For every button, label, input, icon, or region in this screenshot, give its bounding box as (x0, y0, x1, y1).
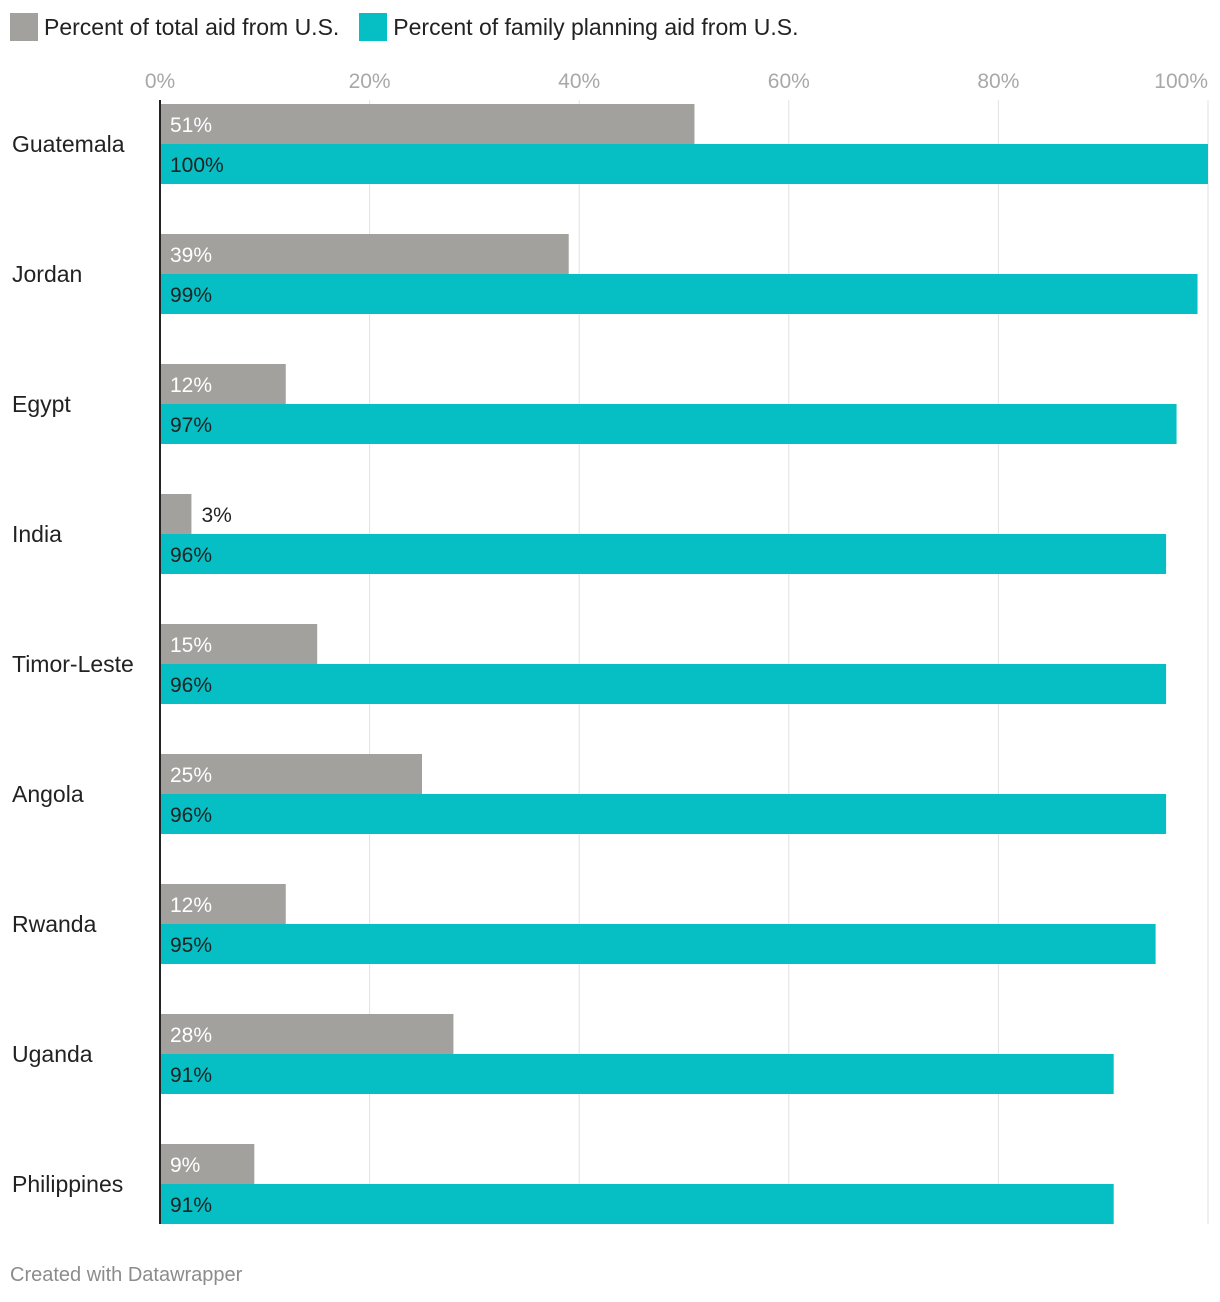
data-label: 28% (170, 1024, 212, 1047)
bar-total-aid (160, 104, 695, 144)
chart-legend: Percent of total aid from U.S. Percent o… (10, 12, 819, 42)
x-tick-label: 20% (349, 70, 391, 93)
category-label: Philippines (12, 1171, 123, 1197)
bar-total-aid (160, 234, 569, 274)
x-tick-label: 0% (145, 70, 175, 93)
bar-total-aid (160, 364, 286, 404)
footer-credit: Created with Datawrapper (10, 1264, 243, 1286)
x-tick-label: 100% (1154, 70, 1208, 93)
x-tick-label: 40% (558, 70, 600, 93)
bar-family-planning-aid (160, 664, 1167, 704)
data-label: 96% (170, 674, 212, 697)
bar-chart: 0% 20% 40% 60% 80% 100% Guatemala 51% 100% Jordan… (12, 70, 1209, 1224)
bar-family-planning-aid (160, 1184, 1114, 1224)
bar-total-aid (160, 624, 318, 664)
legend-item-family-planning-aid: Percent of family planning aid from U.S. (359, 13, 799, 41)
legend-swatch-family-planning-aid (359, 13, 388, 41)
category-label: Rwanda (12, 911, 97, 937)
bar-total-aid (160, 884, 286, 924)
data-label: 9% (170, 1154, 200, 1177)
category-label: India (12, 521, 62, 547)
legend-swatch-total-aid (10, 13, 38, 41)
bar-total-aid (160, 494, 192, 534)
category-label: Jordan (12, 261, 82, 287)
x-tick-label: 80% (977, 70, 1019, 93)
data-label: 25% (170, 764, 212, 787)
bar-total-aid (160, 754, 422, 794)
data-label: 97% (170, 414, 212, 437)
category-label: Guatemala (12, 131, 125, 157)
data-label: 91% (170, 1064, 212, 1087)
legend-label-total-aid: Percent of total aid from U.S. (44, 13, 340, 40)
data-label: 100% (170, 154, 224, 177)
data-label: 96% (170, 804, 212, 827)
data-label: 12% (170, 894, 212, 917)
bar-family-planning-aid (160, 274, 1198, 314)
bar-family-planning-aid (160, 404, 1177, 444)
legend-item-total-aid: Percent of total aid from U.S. (10, 13, 339, 41)
data-label: 95% (170, 934, 212, 957)
legend-label-family-planning-aid: Percent of family planning aid from U.S. (393, 13, 799, 40)
data-label: 51% (170, 114, 212, 137)
category-label: Egypt (12, 391, 71, 417)
data-label: 96% (170, 544, 212, 567)
data-label: 12% (170, 374, 212, 397)
data-label: 99% (170, 284, 212, 307)
bar-family-planning-aid (160, 144, 1208, 184)
x-tick-label: 60% (768, 70, 810, 93)
category-label: Uganda (12, 1041, 93, 1067)
bar-family-planning-aid (160, 1054, 1114, 1094)
category-label: Angola (12, 781, 84, 807)
bar-family-planning-aid (160, 534, 1167, 574)
bar-total-aid (160, 1014, 454, 1054)
bar-total-aid (160, 1144, 255, 1184)
category-label: Timor-Leste (12, 651, 134, 677)
data-label: 15% (170, 634, 212, 657)
data-label: 39% (170, 244, 212, 267)
bar-family-planning-aid (160, 794, 1167, 834)
data-label: 91% (170, 1194, 212, 1217)
data-label: 3% (201, 504, 231, 527)
bar-family-planning-aid (160, 924, 1156, 964)
